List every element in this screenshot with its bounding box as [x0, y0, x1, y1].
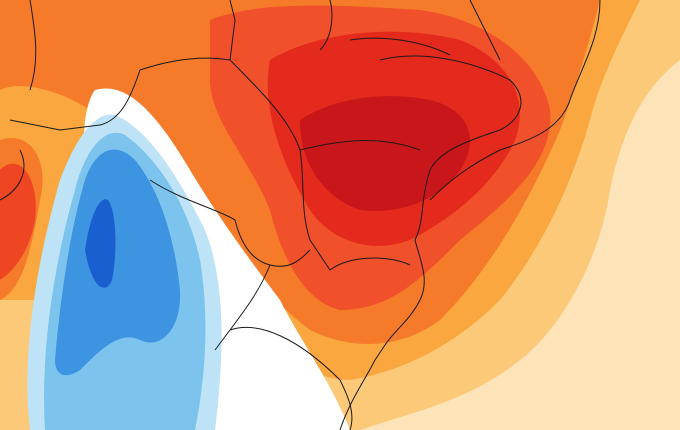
border-line — [149, 179, 311, 267]
border-line — [0, 0, 37, 201]
border-line — [214, 264, 353, 430]
coastline — [429, 0, 601, 201]
anomaly-red-west — [0, 163, 36, 280]
coastline — [339, 169, 431, 430]
border-line — [299, 55, 522, 171]
border-line — [229, 59, 411, 271]
anomaly-dark-red — [300, 96, 470, 211]
anomaly-medium-blue — [55, 149, 181, 376]
border-line — [319, 0, 501, 61]
anomaly-deep-blue — [85, 199, 116, 288]
border-line — [139, 0, 236, 71]
border-line — [9, 69, 141, 131]
